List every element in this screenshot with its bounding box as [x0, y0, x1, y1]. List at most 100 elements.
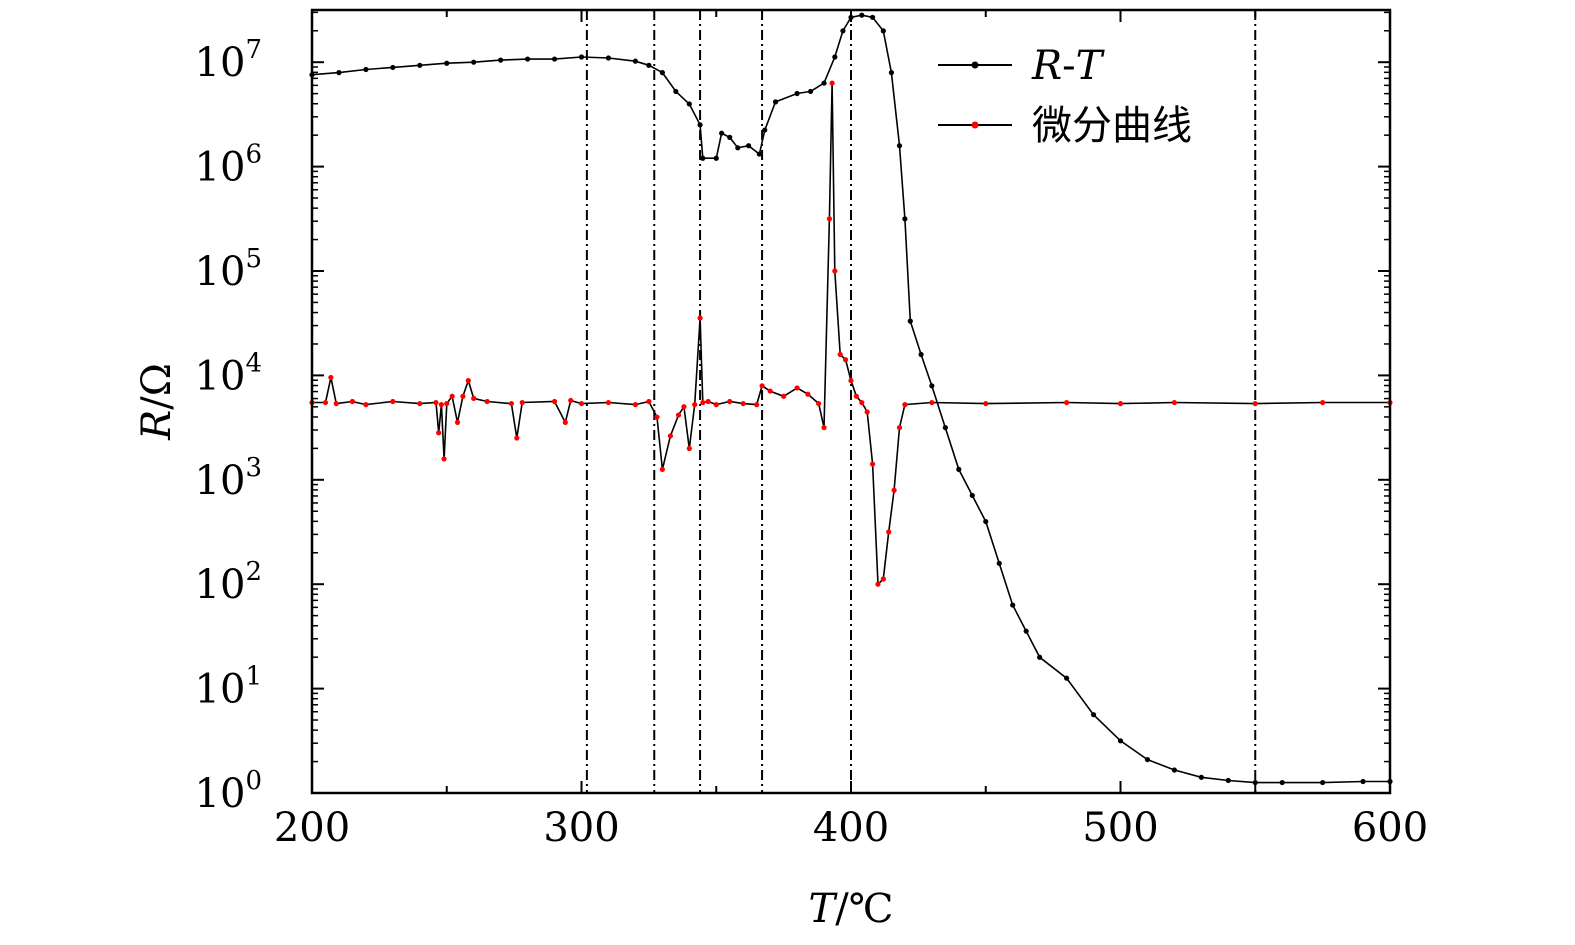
- data-point: [888, 70, 895, 76]
- data-point: [1225, 777, 1231, 784]
- y-axis-title: R/Ω: [134, 363, 180, 441]
- y-tick-base: 10: [195, 667, 246, 713]
- data-point: [1171, 767, 1177, 773]
- x-tick-label: 300: [543, 805, 619, 851]
- data-point: [449, 393, 455, 399]
- y-tick-label: 104: [195, 348, 262, 399]
- data-point: [896, 143, 903, 149]
- data-point: [578, 400, 585, 407]
- data-point: [767, 388, 773, 394]
- data-point: [700, 399, 706, 406]
- legend-marker: [971, 121, 979, 129]
- data-point: [821, 425, 827, 431]
- data-point: [772, 99, 779, 105]
- x-axis-variable: T: [809, 886, 839, 932]
- x-axis-title: T/℃: [809, 886, 894, 932]
- data-point: [1360, 778, 1366, 785]
- data-point: [349, 398, 356, 405]
- data-point: [875, 581, 881, 587]
- data-point: [417, 62, 423, 68]
- data-point: [891, 487, 897, 493]
- data-point: [1117, 400, 1124, 407]
- data-point: [902, 402, 908, 408]
- data-point: [869, 14, 876, 20]
- data-point: [735, 145, 741, 151]
- data-point: [441, 456, 447, 462]
- x-tick-label: 600: [1352, 805, 1428, 851]
- data-point: [781, 393, 787, 399]
- data-point: [756, 151, 762, 157]
- data-point: [438, 402, 444, 408]
- y-tick-label: 101: [195, 662, 262, 713]
- data-point: [956, 466, 962, 472]
- data-point: [484, 398, 490, 405]
- y-tick-exponent: 0: [245, 766, 262, 796]
- y-tick-base: 10: [195, 458, 246, 504]
- y-axis-variable: R: [134, 410, 180, 441]
- data-point: [832, 268, 838, 274]
- data-point: [646, 398, 652, 405]
- data-point: [745, 143, 752, 149]
- data-point: [907, 318, 913, 324]
- y-tick-base: 10: [195, 249, 246, 295]
- data-point: [837, 351, 843, 358]
- data-point: [807, 88, 814, 95]
- data-point: [1320, 399, 1326, 406]
- y-tick-exponent: 6: [245, 140, 262, 170]
- data-point: [681, 404, 687, 410]
- data-point: [843, 357, 849, 363]
- y-tick-base: 10: [195, 771, 246, 817]
- data-point: [929, 399, 935, 406]
- data-point: [740, 400, 746, 407]
- x-axis-separator: /: [835, 886, 849, 932]
- data-point: [465, 378, 471, 384]
- data-point: [390, 64, 396, 71]
- data-point: [886, 529, 892, 535]
- data-point: [1171, 399, 1177, 406]
- data-point: [816, 400, 822, 407]
- data-point: [713, 155, 719, 161]
- data-point: [519, 399, 525, 406]
- data-point: [1010, 602, 1016, 608]
- data-point: [1090, 712, 1097, 718]
- data-point: [578, 54, 585, 60]
- y-tick-exponent: 2: [245, 557, 262, 587]
- data-point: [821, 80, 827, 86]
- data-point: [1198, 774, 1204, 780]
- data-point: [700, 155, 706, 161]
- data-point: [864, 409, 870, 415]
- data-point: [667, 433, 674, 439]
- data-point: [918, 351, 924, 358]
- data-point: [333, 400, 339, 407]
- data-point: [514, 435, 520, 441]
- y-tick-exponent: 7: [245, 35, 262, 65]
- data-point: [929, 383, 935, 389]
- legend-label-part: T: [1076, 43, 1106, 89]
- legend-label: R-T: [1031, 43, 1106, 89]
- legend-item: R-T: [938, 43, 1106, 89]
- data-point: [983, 518, 989, 525]
- data-point: [686, 101, 692, 107]
- data-point: [840, 28, 846, 34]
- y-tick-base: 10: [195, 562, 246, 608]
- series-rt: [309, 12, 1393, 786]
- legend-label: 微分曲线: [1032, 103, 1192, 149]
- data-point: [996, 560, 1002, 566]
- data-point: [605, 55, 612, 61]
- data-point: [859, 12, 865, 18]
- data-point: [654, 414, 660, 420]
- data-point: [969, 492, 975, 499]
- x-tick-label: 400: [813, 805, 889, 851]
- data-point: [902, 216, 908, 222]
- data-point: [762, 127, 768, 133]
- data-point: [859, 399, 865, 406]
- data-point: [646, 62, 652, 68]
- y-tick-base: 10: [195, 40, 246, 86]
- y-tick-exponent: 4: [245, 348, 262, 378]
- data-point: [942, 425, 948, 431]
- data-point: [363, 66, 369, 73]
- data-point: [460, 393, 466, 399]
- y-axis-separator: /: [134, 396, 180, 410]
